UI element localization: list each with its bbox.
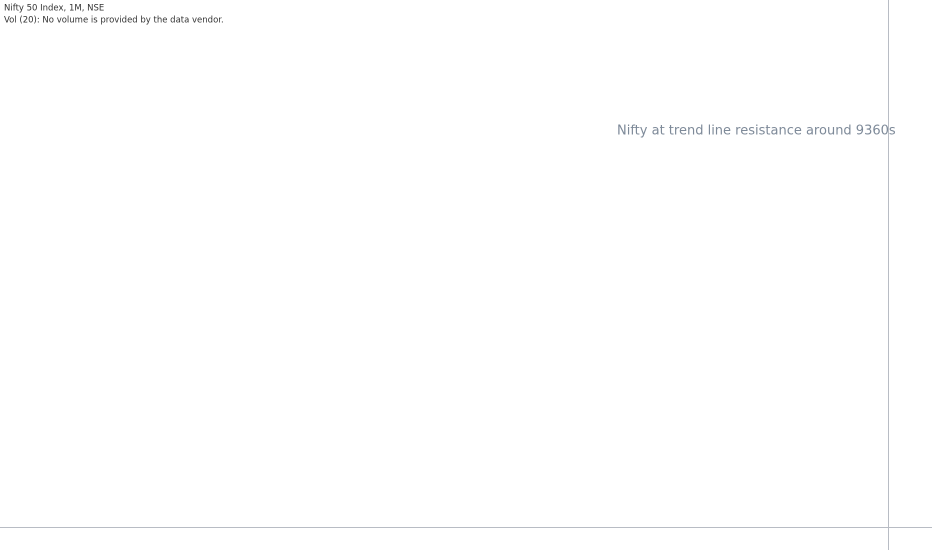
chart-title: Nifty 50 Index, 1M, NSE xyxy=(4,4,104,14)
chart-subtitle: Vol (20): No volume is provided by the d… xyxy=(4,16,224,26)
annotation: Nifty at trend line resistance around 93… xyxy=(617,124,896,139)
